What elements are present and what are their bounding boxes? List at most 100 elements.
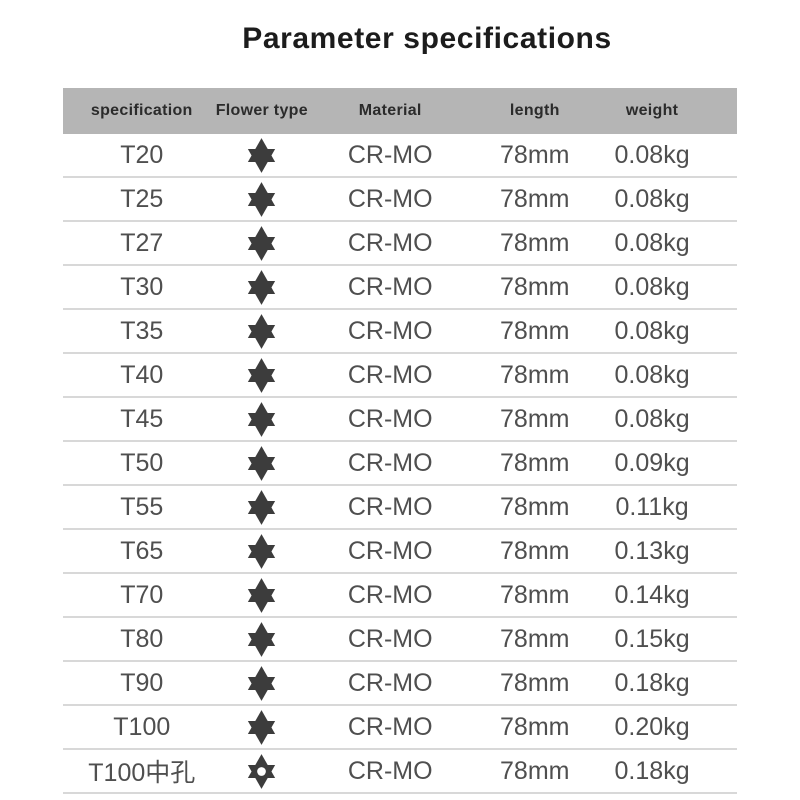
column-header-length: length <box>509 102 560 119</box>
spec-cell: T25 <box>120 184 164 213</box>
flower-type-cell <box>205 445 320 481</box>
length-cell: 78mm <box>500 316 570 345</box>
material-cell: CR-MO <box>347 184 433 213</box>
length-cell: 78mm <box>500 668 570 697</box>
table-row: T90 CR-MO 78mm 0.18kg <box>63 662 737 706</box>
flower-type-cell <box>205 665 320 701</box>
spec-table: specification Flower type Material length we… <box>63 88 737 794</box>
spec-cell: T65 <box>120 536 164 565</box>
spec-cell: T30 <box>120 272 164 301</box>
flower-type-cell <box>205 313 320 349</box>
flower-type-cell <box>205 577 320 613</box>
material-cell: CR-MO <box>347 536 433 565</box>
material-cell: CR-MO <box>347 448 433 477</box>
six-point-star-icon <box>248 313 276 349</box>
weight-cell: 0.18kg <box>614 668 690 697</box>
flower-type-cell <box>205 621 320 657</box>
material-cell: CR-MO <box>347 140 433 169</box>
table-row: T55 CR-MO 78mm 0.11kg <box>63 486 737 530</box>
table-row: T25 CR-MO 78mm 0.08kg <box>63 178 737 222</box>
material-cell: CR-MO <box>347 712 433 741</box>
table-row: T70 CR-MO 78mm 0.14kg <box>63 574 737 618</box>
table-row: T40 CR-MO 78mm 0.08kg <box>63 354 737 398</box>
six-point-star-icon <box>248 577 276 613</box>
six-point-star-icon <box>248 137 276 173</box>
spec-cell: T55 <box>120 492 164 521</box>
weight-cell: 0.08kg <box>614 272 690 301</box>
length-cell: 78mm <box>500 404 570 433</box>
material-cell: CR-MO <box>347 492 433 521</box>
flower-type-cell <box>205 709 320 745</box>
six-point-star-icon <box>248 269 276 305</box>
table-row: T100中孔 CR-MO 78mm 0.18kg <box>63 750 737 794</box>
column-header-material: Material <box>358 102 422 119</box>
length-cell: 78mm <box>500 536 570 565</box>
spec-cell: T80 <box>120 624 164 653</box>
length-cell: 78mm <box>500 272 570 301</box>
flower-type-cell <box>205 269 320 305</box>
six-point-star-icon <box>248 665 276 701</box>
weight-cell: 0.08kg <box>614 140 690 169</box>
table-body: T20 CR-MO 78mm 0.08kg T25 CR-MO 78mm 0.08kg T27 C… <box>63 134 737 794</box>
material-cell: CR-MO <box>347 668 433 697</box>
table-row: T80 CR-MO 78mm 0.15kg <box>63 618 737 662</box>
length-cell: 78mm <box>500 448 570 477</box>
table-row: T50 CR-MO 78mm 0.09kg <box>63 442 737 486</box>
weight-cell: 0.08kg <box>614 404 690 433</box>
spec-cell: T100 <box>113 712 171 741</box>
table-row: T100 CR-MO 78mm 0.20kg <box>63 706 737 750</box>
six-point-star-icon <box>248 533 276 569</box>
weight-cell: 0.14kg <box>614 580 690 609</box>
length-cell: 78mm <box>500 624 570 653</box>
spec-cell: T45 <box>120 404 164 433</box>
spec-cell: T40 <box>120 360 164 389</box>
weight-cell: 0.08kg <box>614 360 690 389</box>
spec-cell: T35 <box>120 316 164 345</box>
material-cell: CR-MO <box>347 756 433 785</box>
six-point-star-icon <box>248 225 276 261</box>
column-header-flower-type: Flower type <box>215 102 308 119</box>
spec-cell: T100中孔 <box>88 759 196 787</box>
flower-type-cell <box>205 225 320 261</box>
length-cell: 78mm <box>500 492 570 521</box>
table-row: T30 CR-MO 78mm 0.08kg <box>63 266 737 310</box>
weight-cell: 0.15kg <box>614 624 690 653</box>
six-point-star-hole-icon <box>248 753 276 789</box>
weight-cell: 0.13kg <box>614 536 690 565</box>
material-cell: CR-MO <box>347 624 433 653</box>
table-row: T27 CR-MO 78mm 0.08kg <box>63 222 737 266</box>
material-cell: CR-MO <box>347 316 433 345</box>
length-cell: 78mm <box>500 712 570 741</box>
flower-type-cell <box>205 753 320 789</box>
length-cell: 78mm <box>500 360 570 389</box>
table-row: T65 CR-MO 78mm 0.13kg <box>63 530 737 574</box>
flower-type-cell <box>205 533 320 569</box>
material-cell: CR-MO <box>347 228 433 257</box>
page-title: Parameter specifications <box>242 22 612 55</box>
flower-type-cell <box>205 137 320 173</box>
weight-cell: 0.08kg <box>614 184 690 213</box>
weight-cell: 0.11kg <box>615 492 689 521</box>
material-cell: CR-MO <box>347 272 433 301</box>
spec-cell: T70 <box>120 580 164 609</box>
six-point-star-icon <box>248 709 276 745</box>
spec-cell: T90 <box>120 668 164 697</box>
weight-cell: 0.08kg <box>614 316 690 345</box>
flower-type-cell <box>205 181 320 217</box>
material-cell: CR-MO <box>347 580 433 609</box>
spec-cell: T20 <box>120 140 164 169</box>
column-header-specification: specification <box>90 102 193 119</box>
length-cell: 78mm <box>500 580 570 609</box>
weight-cell: 0.20kg <box>614 712 690 741</box>
six-point-star-icon <box>248 489 276 525</box>
column-header-weight: weight <box>625 102 679 119</box>
six-point-star-icon <box>248 181 276 217</box>
length-cell: 78mm <box>500 756 570 785</box>
weight-cell: 0.08kg <box>614 228 690 257</box>
flower-type-cell <box>205 357 320 393</box>
flower-type-cell <box>205 489 320 525</box>
table-row: T45 CR-MO 78mm 0.08kg <box>63 398 737 442</box>
spec-cell: T27 <box>120 228 164 257</box>
material-cell: CR-MO <box>347 404 433 433</box>
flower-type-cell <box>205 401 320 437</box>
